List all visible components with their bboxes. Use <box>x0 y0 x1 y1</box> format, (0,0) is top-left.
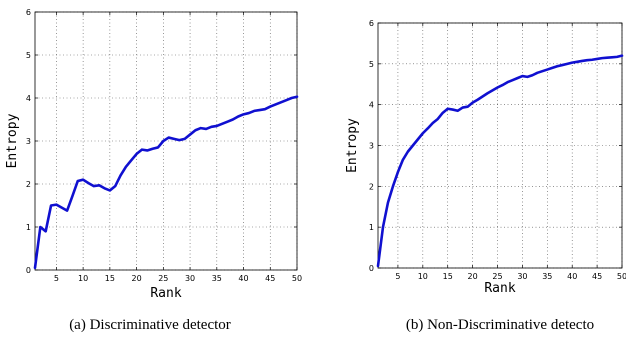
y-tick-label: 4 <box>369 101 374 110</box>
x-tick-label: 25 <box>492 272 502 281</box>
x-tick-label: 20 <box>131 274 141 283</box>
series-line <box>376 54 624 268</box>
series-line <box>33 95 299 270</box>
x-tick-label: 40 <box>238 274 248 283</box>
x-tick-label: 5 <box>395 272 400 281</box>
x-tick-label: 35 <box>212 274 222 283</box>
x-tick-label: 25 <box>158 274 168 283</box>
chart-0: 5 10 15 20 25 30 35 40 45 500123456RankEntropy(a)… <box>5 8 302 333</box>
y-tick-label: 5 <box>26 51 31 60</box>
x-axis-label: Rank <box>150 286 181 301</box>
y-tick-label: 6 <box>369 19 374 28</box>
x-tick-label: 30 <box>517 272 527 281</box>
y-axis-label: Entropy <box>5 113 20 168</box>
y-tick-label: 3 <box>26 137 31 146</box>
y-tick-label: 5 <box>369 60 374 69</box>
x-tick-label: 10 <box>78 274 88 283</box>
x-tick-label: 40 <box>567 272 577 281</box>
figure-caption: (b) Non-Discriminative detecto <box>406 317 594 333</box>
y-tick-label: 2 <box>26 180 31 189</box>
x-tick-label: 15 <box>443 272 453 281</box>
x-axis-label: Rank <box>484 281 515 296</box>
y-axis-label: Entropy <box>345 118 360 173</box>
x-tick-label: 20 <box>468 272 478 281</box>
x-tick-label: 45 <box>592 272 602 281</box>
y-tick-label: 2 <box>369 182 374 191</box>
y-tick-label: 0 <box>26 266 31 275</box>
x-tick-label: 45 <box>265 274 275 283</box>
x-tick-label: 30 <box>185 274 195 283</box>
chart-1: 5 10 15 20 25 30 35 40 45 500123456RankEntropy(b)… <box>345 19 626 333</box>
y-tick-label: 3 <box>369 142 374 151</box>
y-tick-label: 1 <box>369 223 374 232</box>
y-tick-label: 4 <box>26 94 31 103</box>
x-tick-label: 15 <box>105 274 115 283</box>
x-tick-label: 50 <box>617 272 626 281</box>
x-tick-label: 5 <box>54 274 59 283</box>
figure-caption: (a) Discriminative detector <box>69 317 231 333</box>
x-tick-label: 50 <box>292 274 302 283</box>
y-tick-label: 6 <box>26 8 31 17</box>
y-tick-label: 0 <box>369 264 374 273</box>
x-tick-label: 35 <box>542 272 552 281</box>
y-tick-label: 1 <box>26 223 31 232</box>
x-tick-label: 10 <box>418 272 428 281</box>
